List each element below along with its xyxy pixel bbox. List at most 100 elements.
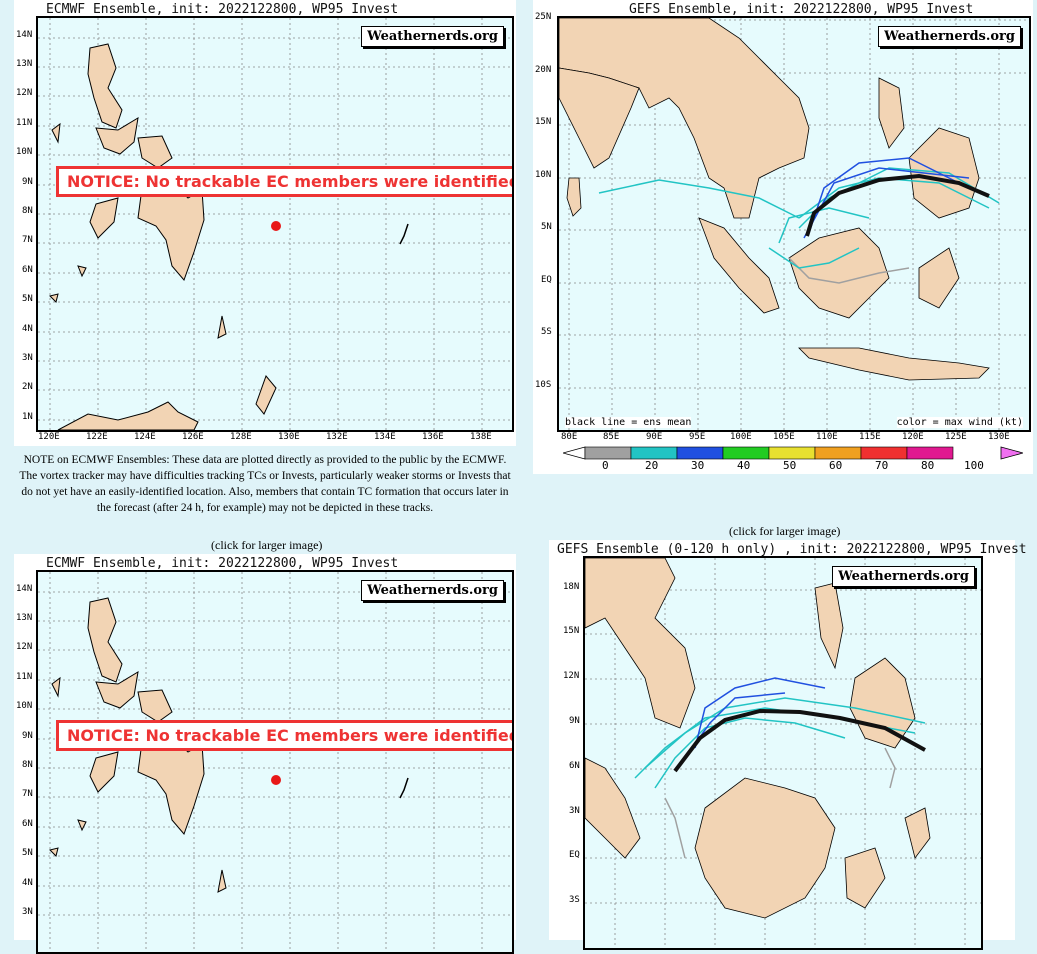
click-larger-right[interactable]: (click for larger image) bbox=[729, 524, 841, 538]
lon-label: 110E bbox=[816, 432, 838, 442]
lon-label: 120E bbox=[38, 432, 60, 442]
lon-label: 80E bbox=[561, 432, 578, 442]
lon-label: 134E bbox=[374, 432, 396, 442]
lon-label: 124E bbox=[134, 432, 156, 442]
colorbar-tick-label: 80 bbox=[921, 459, 935, 472]
colorbar-svg bbox=[563, 446, 1023, 460]
lat-label: 12N bbox=[16, 642, 33, 652]
gefs-top-panel[interactable]: GEFS Ensemble, init: 2022122800, WP95 In… bbox=[533, 0, 1033, 474]
lat-label: 3S bbox=[569, 895, 580, 905]
gefs-bottom-title: GEFS Ensemble (0-120 h only) , init: 202… bbox=[557, 542, 1027, 557]
colorbar-tick-label: 0 bbox=[602, 459, 609, 472]
gefs-top-colorbar: 0 20 30 40 50 60 70 80 100 bbox=[563, 446, 1023, 472]
colorbar-tick-label: 40 bbox=[737, 459, 751, 472]
lon-label: 115E bbox=[859, 432, 881, 442]
lat-label: 9N bbox=[22, 731, 33, 741]
lat-label: 1N bbox=[22, 412, 33, 422]
colorbar-tick-label: 100 bbox=[964, 459, 984, 472]
colorbar-ticks: 0 20 30 40 50 60 70 80 100 bbox=[563, 459, 1023, 472]
lat-label: 6N bbox=[22, 265, 33, 275]
lon-label: 125E bbox=[945, 432, 967, 442]
lon-label: 130E bbox=[278, 432, 300, 442]
gefs-top-map: Weathernerds.org black line = ens mean c… bbox=[557, 16, 1031, 432]
lat-label: 3N bbox=[22, 907, 33, 917]
lat-label: 6N bbox=[22, 819, 33, 829]
colorbar-cell bbox=[860, 446, 908, 460]
ec-top-title: ECMWF Ensemble, init: 2022122800, WP95 I… bbox=[46, 2, 399, 17]
gefs-top-title: GEFS Ensemble, init: 2022122800, WP95 In… bbox=[629, 2, 974, 17]
lat-label: 5N bbox=[22, 294, 33, 304]
lon-label: 132E bbox=[326, 432, 348, 442]
gefs-top-legend-right: color = max wind (kt) bbox=[896, 417, 1023, 428]
lon-label: 128E bbox=[230, 432, 252, 442]
colorbar-cell bbox=[584, 446, 632, 460]
gefs-top-brand: Weathernerds.org bbox=[878, 26, 1021, 47]
lat-label: 8N bbox=[22, 206, 33, 216]
gefs-top-lon-labels: 80E 85E 90E 95E 100E 105E 110E 115E 120E… bbox=[557, 432, 1027, 444]
lon-label: 138E bbox=[470, 432, 492, 442]
lat-label: EQ bbox=[541, 275, 552, 285]
lon-label: 130E bbox=[988, 432, 1010, 442]
colorbar-tick-label: 20 bbox=[645, 459, 659, 472]
lon-label: 85E bbox=[603, 432, 620, 442]
lat-label: 11N bbox=[16, 118, 33, 128]
colorbar-cell bbox=[814, 446, 862, 460]
lat-label: 10N bbox=[535, 170, 552, 180]
lon-label: 126E bbox=[182, 432, 204, 442]
lat-label: 5N bbox=[541, 222, 552, 232]
lat-label: 5N bbox=[22, 848, 33, 858]
lat-label: 10S bbox=[535, 380, 552, 390]
lon-label: 120E bbox=[902, 432, 924, 442]
lat-label: 12N bbox=[16, 88, 33, 98]
ec-top-lat-labels: 14N 13N 12N 11N 10N 9N 8N 7N 6N 5N 4N 3N… bbox=[14, 16, 36, 428]
colorbar-cell bbox=[676, 446, 724, 460]
gefs-bottom-lat-labels: 18N 15N 12N 9N 6N 3N EQ 3S bbox=[549, 556, 583, 936]
lat-label: EQ bbox=[569, 850, 580, 860]
lat-label: 14N bbox=[16, 584, 33, 594]
gefs-bottom-brand: Weathernerds.org bbox=[832, 566, 975, 587]
lat-label: 7N bbox=[22, 235, 33, 245]
lat-label: 20N bbox=[535, 65, 552, 75]
gefs-top-map-svg bbox=[559, 18, 1029, 430]
gefs-top-lat-labels: 25N 20N 15N 10N 5N EQ 5S 10S bbox=[533, 12, 557, 428]
colorbar-left-cap bbox=[563, 446, 586, 460]
lat-label: 3N bbox=[22, 353, 33, 363]
lat-label: 12N bbox=[563, 671, 580, 681]
lat-label: 5S bbox=[541, 327, 552, 337]
gefs-bottom-panel[interactable]: GEFS Ensemble (0-120 h only) , init: 202… bbox=[549, 540, 1027, 950]
ec-bottom-map: Weathernerds.org NOTICE: No trackable EC… bbox=[36, 570, 514, 954]
ec-bottom-panel[interactable]: ECMWF Ensemble, init: 2022122800, WP95 I… bbox=[14, 554, 516, 954]
ec-top-map-svg bbox=[38, 18, 512, 430]
click-larger-left[interactable]: (click for larger image) bbox=[211, 538, 323, 552]
gefs-top-legend-left: black line = ens mean bbox=[565, 417, 692, 428]
ec-top-panel[interactable]: ECMWF Ensemble, init: 2022122800, WP95 I… bbox=[14, 0, 516, 446]
colorbar-tick-label: 70 bbox=[875, 459, 889, 472]
ec-bottom-title: ECMWF Ensemble, init: 2022122800, WP95 I… bbox=[46, 556, 399, 571]
colorbar-tick-label: 50 bbox=[783, 459, 797, 472]
lat-label: 11N bbox=[16, 672, 33, 682]
colorbar-cell bbox=[768, 446, 816, 460]
colorbar-cell bbox=[906, 446, 954, 460]
ec-bottom-map-svg bbox=[38, 572, 512, 952]
ec-top-map: Weathernerds.org NOTICE: No trackable EC… bbox=[36, 16, 514, 432]
lon-label: 100E bbox=[730, 432, 752, 442]
ec-bottom-brand: Weathernerds.org bbox=[361, 580, 504, 601]
ec-top-notice: NOTICE: No trackable EC members were ide… bbox=[56, 166, 512, 197]
lat-label: 10N bbox=[16, 147, 33, 157]
gefs-bottom-map-svg bbox=[585, 558, 981, 948]
lat-label: 14N bbox=[16, 30, 33, 40]
ecmwf-note: NOTE on ECMWF Ensembles: These data are … bbox=[19, 454, 511, 514]
lat-label: 13N bbox=[16, 59, 33, 69]
lon-label: 122E bbox=[86, 432, 108, 442]
lon-label: 90E bbox=[646, 432, 663, 442]
lon-label: 136E bbox=[422, 432, 444, 442]
lat-label: 18N bbox=[563, 582, 580, 592]
lat-label: 9N bbox=[22, 177, 33, 187]
ec-top-brand: Weathernerds.org bbox=[361, 26, 504, 47]
lat-label: 4N bbox=[22, 324, 33, 334]
lat-label: 15N bbox=[535, 117, 552, 127]
lon-label: 105E bbox=[773, 432, 795, 442]
lat-label: 15N bbox=[563, 626, 580, 636]
colorbar-tick-label: 30 bbox=[691, 459, 705, 472]
lat-label: 7N bbox=[22, 789, 33, 799]
